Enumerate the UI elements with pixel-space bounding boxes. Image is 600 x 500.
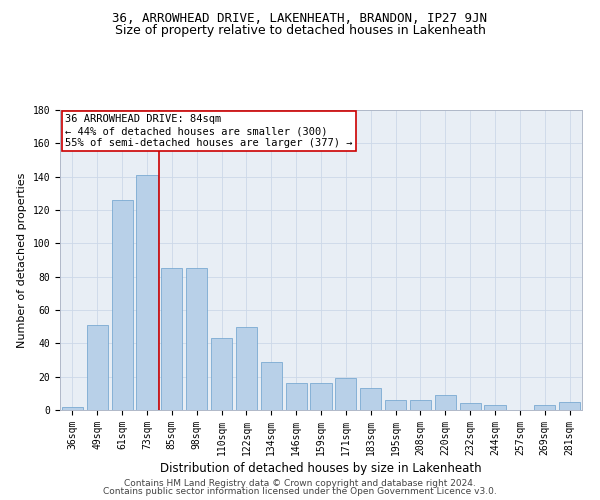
- Text: 36 ARROWHEAD DRIVE: 84sqm
← 44% of detached houses are smaller (300)
55% of semi: 36 ARROWHEAD DRIVE: 84sqm ← 44% of detac…: [65, 114, 353, 148]
- Bar: [410, 400, 431, 410]
- Text: 36, ARROWHEAD DRIVE, LAKENHEATH, BRANDON, IP27 9JN: 36, ARROWHEAD DRIVE, LAKENHEATH, BRANDON…: [113, 12, 487, 26]
- Bar: [335, 378, 356, 410]
- Bar: [87, 325, 108, 410]
- Bar: [534, 405, 555, 410]
- Bar: [460, 404, 481, 410]
- Bar: [360, 388, 381, 410]
- Bar: [385, 400, 406, 410]
- Bar: [112, 200, 133, 410]
- Y-axis label: Number of detached properties: Number of detached properties: [17, 172, 27, 348]
- Text: Contains public sector information licensed under the Open Government Licence v3: Contains public sector information licen…: [103, 487, 497, 496]
- Bar: [211, 338, 232, 410]
- Bar: [236, 326, 257, 410]
- Bar: [286, 384, 307, 410]
- Bar: [261, 362, 282, 410]
- Bar: [136, 175, 158, 410]
- Bar: [186, 268, 207, 410]
- Bar: [559, 402, 580, 410]
- Bar: [62, 406, 83, 410]
- X-axis label: Distribution of detached houses by size in Lakenheath: Distribution of detached houses by size …: [160, 462, 482, 475]
- Bar: [161, 268, 182, 410]
- Bar: [435, 395, 456, 410]
- Bar: [484, 405, 506, 410]
- Text: Contains HM Land Registry data © Crown copyright and database right 2024.: Contains HM Land Registry data © Crown c…: [124, 478, 476, 488]
- Bar: [310, 384, 332, 410]
- Text: Size of property relative to detached houses in Lakenheath: Size of property relative to detached ho…: [115, 24, 485, 37]
